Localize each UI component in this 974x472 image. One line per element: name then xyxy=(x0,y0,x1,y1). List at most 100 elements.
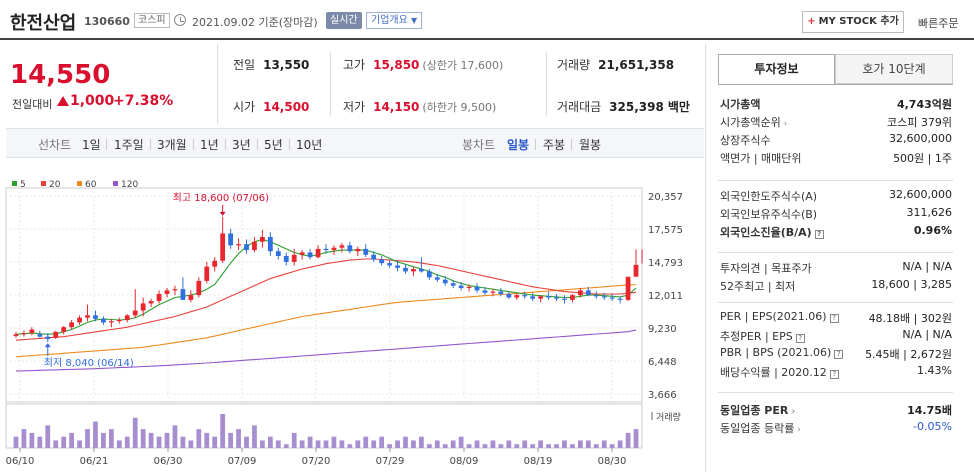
volume-bar xyxy=(474,440,480,448)
volume-bar xyxy=(593,444,599,448)
info-row: 외국인한도주식수(A) 32,600,000 xyxy=(720,188,952,203)
info-value: 32,600,000 xyxy=(889,132,952,145)
volume-bar xyxy=(204,432,210,448)
chevron-right-icon[interactable]: › xyxy=(788,407,796,417)
tab-period-5y[interactable]: 5년 xyxy=(264,138,283,152)
candle-body xyxy=(442,279,448,284)
chart-tabs: 선차트 1일 1주일 3개월 1년 3년 5년 10년 봉차트 일봉 주봉 월봉 xyxy=(6,128,704,158)
tab-period-3m[interactable]: 3개월 xyxy=(157,138,187,152)
candlesticks xyxy=(13,216,639,343)
stat-label: 시가 xyxy=(233,100,256,114)
chart-legend: 5 20 60 120 xyxy=(12,180,138,190)
candle-body xyxy=(450,283,456,286)
info-value: 1.43% xyxy=(917,364,952,377)
candle-body xyxy=(244,244,249,251)
legend-swatch xyxy=(41,181,46,186)
candle-body xyxy=(490,291,496,293)
volume-bar xyxy=(53,440,59,448)
volume-bar xyxy=(29,432,35,448)
help-icon[interactable]: ? xyxy=(834,350,844,359)
stat-value: 21,651,358 xyxy=(598,58,675,72)
help-icon[interactable]: ? xyxy=(795,334,805,343)
chart-annotations: 최고 18,600 (07/06) 최저 8,040 (06/14) xyxy=(44,192,643,369)
legend-swatch xyxy=(12,181,17,186)
tab-divider xyxy=(225,139,226,150)
chevron-down-icon: ▼ xyxy=(411,16,418,25)
candle-body xyxy=(466,286,472,289)
tab-period-10y[interactable]: 10년 xyxy=(296,138,323,152)
info-label: 투자의견 | 목표주가 xyxy=(720,260,812,276)
tab-period-1d[interactable]: 1일 xyxy=(82,138,101,152)
info-row: PBR | BPS (2021.06)? 5.45배 | 2,672원 xyxy=(720,346,952,361)
candle-body xyxy=(323,248,329,251)
help-icon[interactable]: ? xyxy=(814,230,824,239)
volume-bar xyxy=(617,440,623,448)
info-row: 액면가 | 매매단위 500원 | 1주 xyxy=(720,150,952,165)
change-percent: +7.38% xyxy=(113,93,174,109)
tab-candle-monthly[interactable]: 월봉 xyxy=(579,138,602,152)
tab-hoga[interactable]: 호가 10단계 xyxy=(835,54,953,84)
info-value: 5.45배 | 2,672원 xyxy=(865,348,952,361)
info-label-text: 시가총액 xyxy=(720,98,761,111)
volume-bar xyxy=(522,440,528,448)
company-overview-label: 기업개요 xyxy=(371,15,408,26)
company-overview-button[interactable]: 기업개요 ▼ xyxy=(366,12,423,29)
quick-order-link[interactable]: 빠른주문 xyxy=(918,17,959,30)
candle-body xyxy=(458,285,464,289)
info-value: N/A | N/A xyxy=(902,328,952,341)
volume-bar xyxy=(331,436,337,448)
volume-bar xyxy=(395,440,400,448)
price-chart[interactable]: 5 20 60 120 최고 18,600 (07/06) 최저 8,040 (06/1… xyxy=(0,176,705,472)
candle-body xyxy=(252,241,257,251)
panel-divider xyxy=(718,302,953,303)
candle-body xyxy=(140,303,146,311)
volume-bar xyxy=(108,429,114,448)
volume-bar xyxy=(85,429,90,448)
tab-divider xyxy=(193,139,194,150)
high-annotation: 최고 18,600 (07/06) xyxy=(173,192,269,204)
y-tick-label: 12,011 xyxy=(648,291,683,302)
volume-bar xyxy=(37,436,43,448)
tab-period-1w[interactable]: 1주일 xyxy=(114,138,144,152)
tab-period-3y[interactable]: 3년 xyxy=(232,138,251,152)
tab-candle-daily[interactable]: 일봉 xyxy=(507,138,530,152)
info-label-text: 투자의견 | 목표주가 xyxy=(720,262,812,275)
volume-bar xyxy=(180,436,186,448)
candle-body xyxy=(101,318,106,323)
mystock-add-button[interactable]: + MY STOCK 추가 xyxy=(802,11,904,33)
tab-invest-info[interactable]: 투자정보 xyxy=(718,54,835,84)
help-icon[interactable]: ? xyxy=(829,314,839,323)
info-row: PER | EPS(2021.06)? 48.18배 | 302원 xyxy=(720,310,952,325)
volume-bar xyxy=(116,440,122,448)
tab-candle-weekly[interactable]: 주봉 xyxy=(543,138,566,152)
legend-swatch xyxy=(77,181,82,186)
legend-label: 20 xyxy=(49,180,61,190)
help-icon[interactable]: ? xyxy=(829,370,839,379)
change-amount: 1,000 xyxy=(70,93,115,109)
volume-bar xyxy=(554,444,559,448)
chevron-right-icon[interactable]: › xyxy=(780,119,788,129)
volume-bar xyxy=(339,440,345,448)
candle-chart-label: 봉차트 xyxy=(462,138,496,152)
candle-body xyxy=(379,259,385,264)
volume-bar xyxy=(426,444,432,448)
stat-value: 13,550 xyxy=(263,58,310,72)
volume-bar xyxy=(562,440,567,448)
tab-period-1y[interactable]: 1년 xyxy=(200,138,219,152)
candle-body xyxy=(283,255,289,262)
chart-grid xyxy=(5,187,643,403)
candle-body xyxy=(577,290,583,296)
candle-body xyxy=(625,276,631,300)
volume-bar xyxy=(633,429,639,448)
candle-body xyxy=(601,296,607,298)
info-label: 동일업종 등락률 › xyxy=(720,420,801,436)
candle-body xyxy=(506,293,512,298)
volume-bar xyxy=(140,429,146,448)
volume-bar xyxy=(212,436,218,448)
chevron-right-icon[interactable]: › xyxy=(794,425,801,435)
candle-body xyxy=(538,296,544,299)
candle-body xyxy=(93,315,98,319)
y-tick-label: 6,448 xyxy=(648,357,677,368)
volume-bar xyxy=(260,440,265,448)
realtime-button[interactable]: 실시간 xyxy=(326,12,362,29)
